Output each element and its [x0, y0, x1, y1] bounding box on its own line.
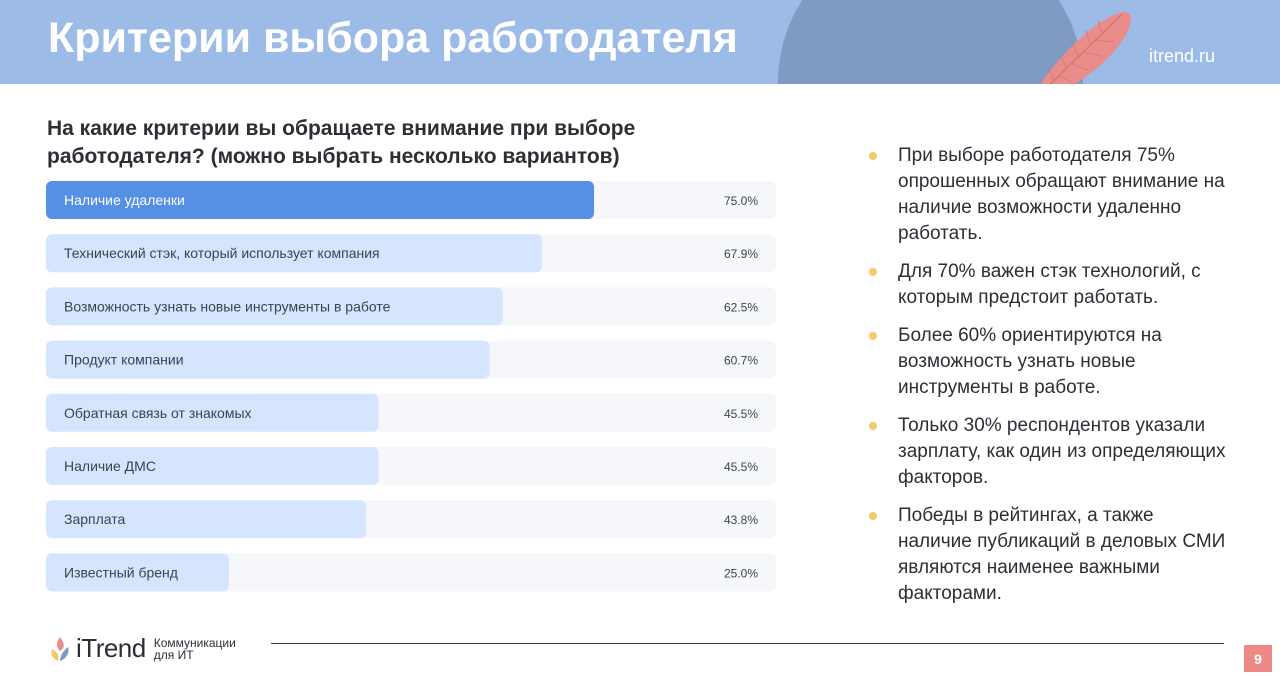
- feather-icon: [1040, 11, 1131, 84]
- finding-item: Только 30% респондентов указали зарплату…: [868, 413, 1228, 491]
- bar-value-label: 62.5%: [724, 300, 758, 314]
- bar: [46, 553, 229, 592]
- page-number-badge: 9: [1244, 645, 1272, 672]
- bar-category-label: Наличие удаленки: [64, 192, 185, 208]
- footer-divider: [271, 643, 1224, 644]
- bar-value-label: 67.9%: [724, 247, 758, 261]
- itrend-logo: iTrend Коммуникации для ИТ: [48, 633, 236, 664]
- logo-flame-icon: [51, 636, 69, 661]
- bullet-dot-icon: [869, 512, 877, 520]
- bar-category-label: Известный бренд: [64, 564, 178, 580]
- survey-question: На какие критерии вы обращаете внимание …: [47, 117, 636, 168]
- finding-text: Только 30% респондентов указали зарплату…: [898, 415, 1226, 488]
- bar-category-label: Наличие ДМС: [64, 458, 156, 474]
- bar: [46, 287, 503, 326]
- bar: [46, 181, 594, 219]
- bar-category-label: Возможность узнать новые инструменты в р…: [64, 298, 391, 314]
- finding-item: Для 70% важен стэк технологий, с которым…: [868, 259, 1228, 311]
- bullet-dot-icon: [869, 152, 877, 160]
- bar: [46, 234, 543, 273]
- bar-value-label: 25.0%: [724, 566, 758, 580]
- bar: [46, 500, 367, 539]
- bar: [46, 393, 379, 432]
- finding-item: Более 60% ориентируются на возможность у…: [868, 323, 1228, 401]
- logo-text: iTrend: [76, 633, 146, 663]
- finding-item: Победы в рейтингах, а также наличие публ…: [868, 503, 1228, 607]
- bar-category-label: Продукт компании: [64, 352, 184, 368]
- logo-subtitle: Коммуникации для ИТ: [154, 637, 236, 661]
- bar-value-label: 60.7%: [724, 354, 758, 368]
- bar-value-label: 45.5%: [724, 407, 758, 421]
- site-link[interactable]: itrend.ru: [1149, 46, 1216, 66]
- key-findings-list: При выборе работодателя 75% опрошенных о…: [868, 143, 1228, 619]
- header-band: Критерии выбора работодателя itrend.ru: [0, 0, 1280, 84]
- finding-text: Более 60% ориентируются на возможность у…: [898, 325, 1162, 398]
- logo-subtitle-line-1: Коммуникации: [153, 635, 236, 650]
- bullet-dot-icon: [869, 268, 877, 276]
- header-decor-circle: [778, 0, 1083, 84]
- finding-text: Для 70% важен стэк технологий, с которым…: [898, 261, 1201, 308]
- finding-text: Победы в рейтингах, а также наличие публ…: [898, 505, 1226, 604]
- bullet-dot-icon: [869, 332, 877, 340]
- bar-category-label: Технический стэк, который использует ком…: [64, 245, 380, 261]
- finding-item: При выборе работодателя 75% опрошенных о…: [868, 143, 1228, 247]
- bar-category-label: Зарплата: [64, 511, 126, 527]
- bar-category-label: Обратная связь от знакомых: [64, 405, 252, 421]
- finding-text: При выборе работодателя 75% опрошенных о…: [898, 145, 1225, 244]
- logo-subtitle-line-2: для ИТ: [153, 647, 194, 662]
- bar-value-label: 43.8%: [724, 513, 758, 527]
- bar: [46, 340, 490, 379]
- bullet-dot-icon: [869, 422, 877, 430]
- bar: [46, 447, 379, 485]
- bar-value-label: 75.0%: [724, 194, 758, 208]
- bar-value-label: 45.5%: [724, 460, 758, 474]
- page-title: Критерии выбора работодателя: [48, 14, 738, 62]
